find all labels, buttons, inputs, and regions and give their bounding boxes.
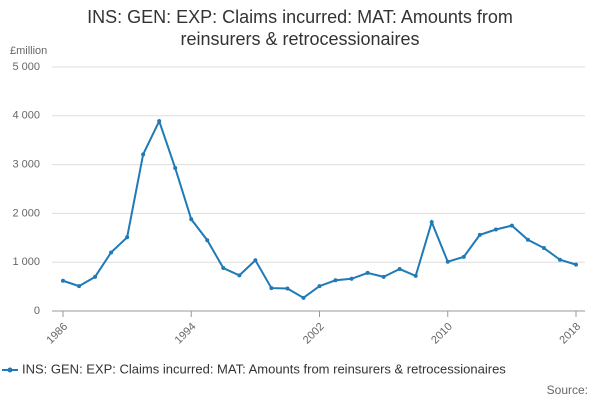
- y-tick-label: 2 000: [12, 207, 40, 219]
- point: [109, 250, 114, 255]
- point: [365, 270, 370, 275]
- point: [301, 295, 306, 300]
- point: [509, 223, 514, 228]
- x-tick-label: 2010: [429, 321, 455, 347]
- point: [173, 166, 178, 171]
- y-tick-label: 4 000: [12, 110, 40, 122]
- point: [221, 266, 226, 271]
- point: [269, 286, 274, 291]
- point: [557, 257, 562, 262]
- point: [205, 238, 210, 243]
- point: [141, 152, 146, 157]
- point: [397, 267, 402, 272]
- point: [333, 278, 338, 283]
- line: [62, 118, 577, 300]
- point: [317, 284, 322, 289]
- point: [349, 276, 354, 281]
- point: [477, 232, 482, 237]
- point: [237, 273, 242, 278]
- point: [541, 246, 546, 251]
- point: [461, 254, 466, 259]
- point: [253, 258, 258, 263]
- point: [445, 259, 450, 264]
- point: [125, 235, 130, 240]
- legend-swatch-dot: [7, 367, 13, 373]
- point: [189, 217, 194, 222]
- source: Source:: [547, 383, 588, 397]
- point: [381, 274, 386, 279]
- point: [429, 220, 434, 225]
- point: [77, 284, 82, 289]
- legend-label: INS: GEN: EXP: Claims incurred: MAT: Amo…: [22, 361, 506, 376]
- point: [525, 237, 530, 242]
- y-tick-label: 1 000: [12, 256, 40, 268]
- y-tick-label: 5 000: [12, 61, 40, 73]
- point: [285, 286, 290, 291]
- point: [157, 119, 162, 124]
- point: [493, 227, 498, 232]
- x-tick-label: 1986: [44, 321, 70, 347]
- x-tick-label: 2018: [557, 321, 583, 347]
- x-tick-label: 2002: [301, 321, 327, 347]
- point: [413, 273, 418, 278]
- x-tick-label: 1994: [173, 321, 199, 347]
- point: [574, 262, 578, 267]
- point: [93, 274, 98, 279]
- point: [61, 278, 65, 283]
- y-unit: £million: [10, 45, 47, 57]
- chart-title: INS: GEN: EXP: Claims incurred: MAT: Amo…: [87, 7, 513, 49]
- y-tick-label: 0: [34, 305, 40, 317]
- y-tick-label: 3 000: [12, 159, 40, 171]
